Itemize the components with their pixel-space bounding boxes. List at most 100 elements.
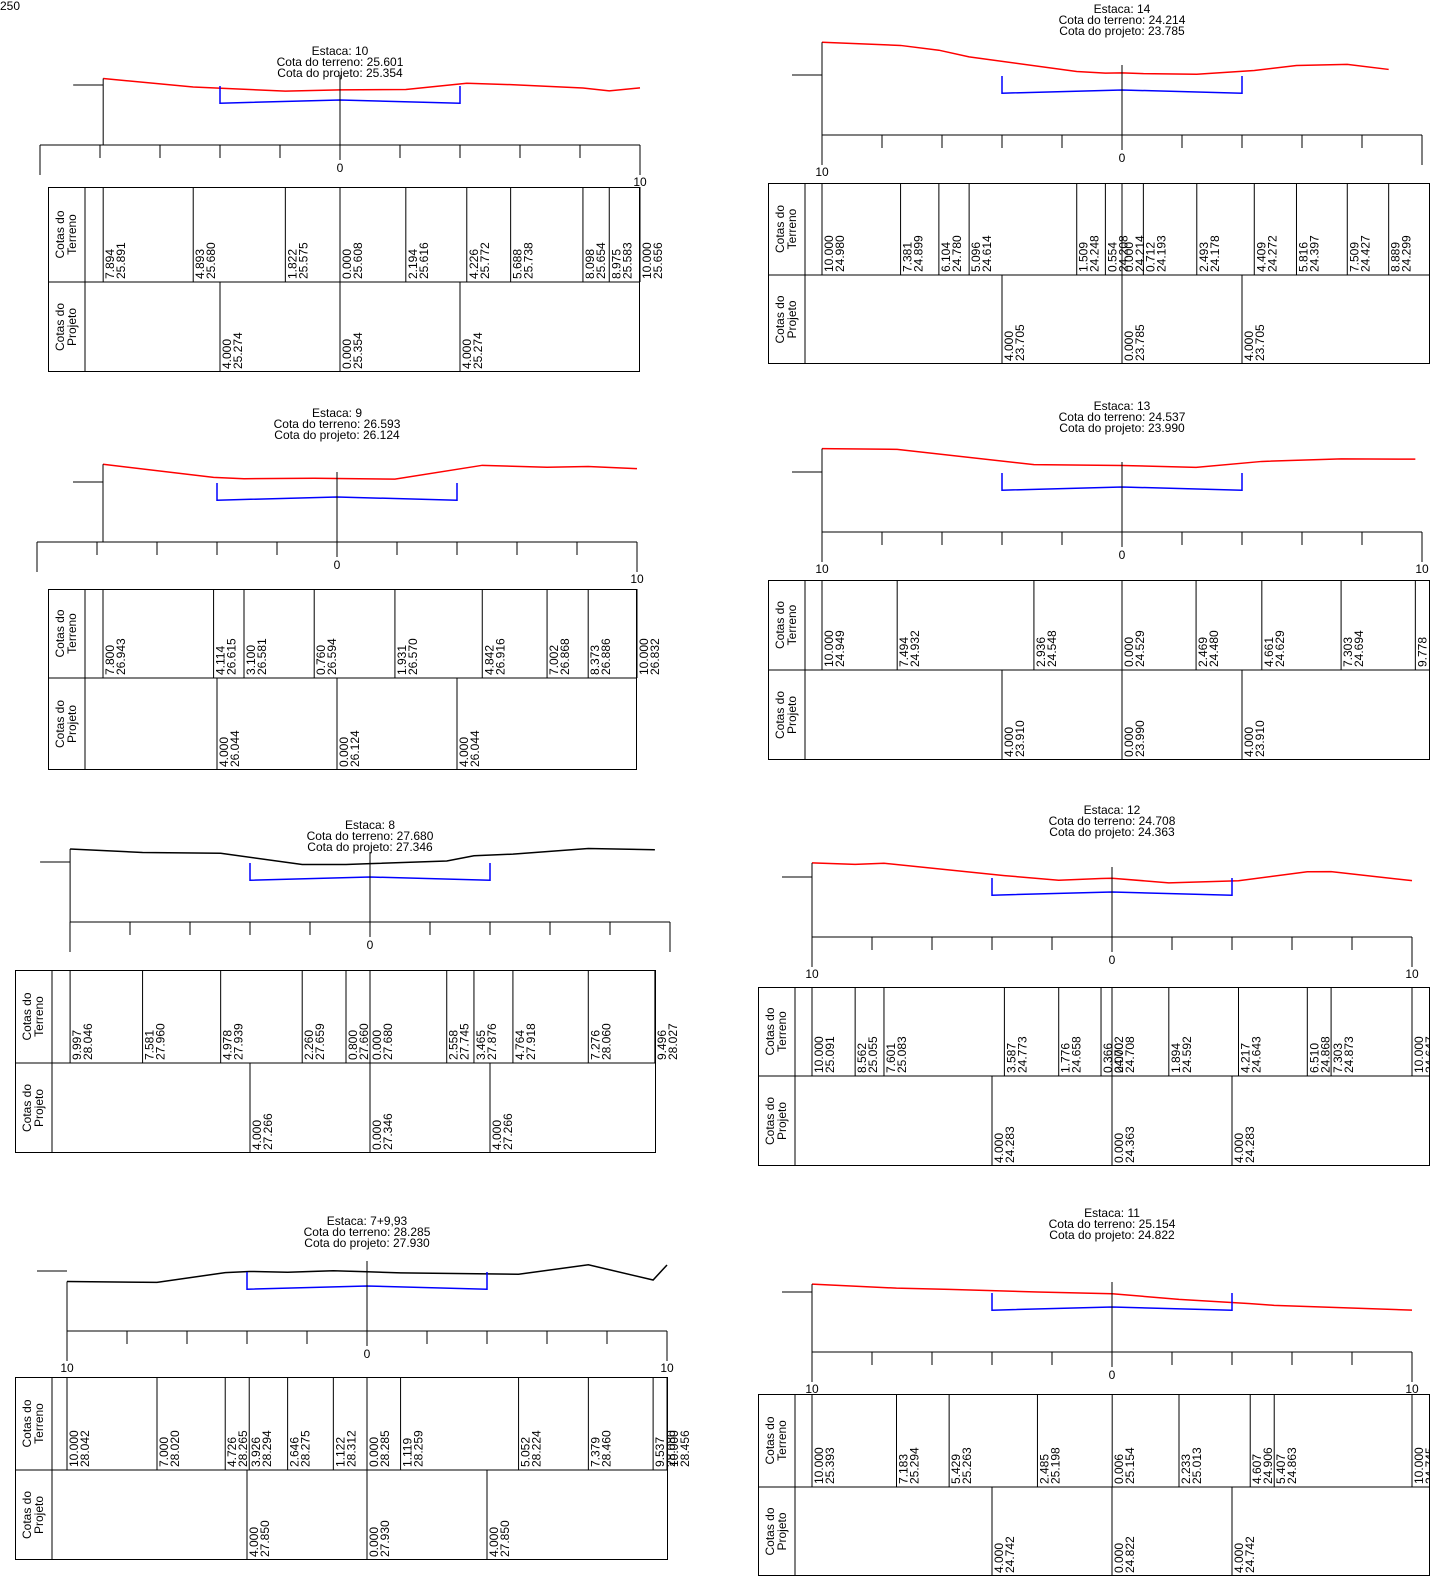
projeto-elevation: 27.850 [498,1520,512,1557]
terreno-offset: 5.816 [1296,242,1310,272]
terreno-elevation: 24.193 [1154,235,1168,272]
terreno-offset: 10.000 [637,638,651,675]
projeto-offset: 0.000 [1112,1543,1126,1573]
terreno-elevation: 27.745 [458,1023,472,1060]
terreno-offset: 8.975 [609,249,623,279]
section-title: Cota do projeto: 24.363 [1049,825,1175,839]
terreno-elevation: 25.263 [960,1447,974,1484]
projeto-elevation: 24.363 [1123,1126,1137,1163]
axis-edge-label: 10 [60,1361,74,1375]
terreno-elevation: 25.654 [594,242,608,279]
terreno-elevation: 28.259 [412,1430,426,1467]
projeto-offset: 0.000 [370,1120,384,1150]
projeto-elevation: 27.930 [378,1520,392,1557]
terreno-offset: 0.000 [1122,637,1136,667]
terreno-offset: 4.893 [193,249,207,279]
terreno-elevation: 27.680 [381,1023,395,1060]
projeto-offset: 4.000 [487,1527,501,1557]
section-title: Cota do terreno: 25.154 [1049,1217,1176,1231]
terreno-offset: 0.712 [1143,242,1157,272]
terreno-offset: 1.931 [395,645,409,675]
terreno-offset: 1.894 [1169,1043,1183,1073]
terreno-elevation: 26.594 [325,638,339,675]
terreno-offset: 0.006 [1112,1454,1126,1484]
projeto-offset: 4.000 [1002,727,1016,757]
row-label: Cotas do [763,1007,777,1055]
terreno-elevation: 27.659 [313,1023,327,1060]
axis-edge-label: 10 [660,1361,674,1375]
terreno-offset: 1.776 [1059,1043,1073,1073]
section-title: Cota do terreno: 25.601 [277,55,404,69]
table-frame [15,1377,668,1560]
section-title: Estaca: 13 [1094,399,1151,413]
terreno-offset: 7.276 [588,1030,602,1060]
terreno-offset: 4.607 [1250,1454,1264,1484]
row-label: Terreno [32,996,46,1037]
terrain-profile [66,1264,668,1284]
terrain-profile [103,77,641,92]
projeto-elevation: 25.274 [231,332,245,369]
table-frame [48,589,637,770]
row-label: Terreno [775,1420,789,1461]
terreno-offset: 1.822 [285,249,299,279]
row-label: Terreno [785,208,799,249]
projeto-elevation: 24.742 [1243,1536,1257,1573]
projeto-elevation: 23.785 [1133,324,1147,361]
terreno-offset: 10.000 [67,1430,81,1467]
table-frame [758,1394,1430,1576]
terreno-elevation: 24.702 [1112,1036,1126,1073]
terreno-elevation: 28.080 [664,1430,678,1467]
terreno-offset: 10.000 [667,1430,681,1467]
terreno-offset: 2.493 [1197,242,1211,272]
terreno-elevation: 24.427 [1358,235,1372,272]
axis-edge-label: 10 [815,165,829,179]
terreno-elevation: 28.042 [78,1430,92,1467]
row-label: Projeto [785,696,799,734]
terreno-elevation: 24.708 [1123,1036,1137,1073]
projeto-offset: 4.000 [217,737,231,767]
projeto-offset: 4.000 [992,1543,1006,1573]
row-label: Cotas do [763,1416,777,1464]
section-title: Estaca: 12 [1084,803,1141,817]
terreno-offset: 7.183 [897,1454,911,1484]
projeto-offset: 4.000 [1232,1543,1246,1573]
row-label: Projeto [785,300,799,338]
section-title: Cota do projeto: 25.354 [277,66,403,80]
section-title: Cota do projeto: 23.785 [1059,24,1185,38]
terreno-elevation: 27.876 [485,1023,499,1060]
terreno-elevation: 24.178 [1208,235,1222,272]
terreno-offset: 0.000 [1122,242,1136,272]
terreno-elevation: 24.773 [1015,1036,1029,1073]
projeto-offset: 0.000 [337,737,351,767]
projeto-elevation: 23.910 [1013,720,1027,757]
terreno-offset: 2.936 [1034,637,1048,667]
terreno-offset: 0.800 [346,1030,360,1060]
terreno-offset: 3.100 [244,645,258,675]
section-title: Cota do projeto: 27.930 [304,1236,430,1250]
terreno-elevation: 25.091 [823,1036,837,1073]
projeto-elevation: 25.354 [351,332,365,369]
terreno-elevation: 28.460 [599,1430,613,1467]
terreno-elevation: 24.932 [908,630,922,667]
projeto-elevation: 27.850 [258,1520,272,1557]
terreno-offset: 8.562 [855,1043,869,1073]
terreno-elevation: 28.456 [678,1430,692,1467]
projeto-offset: 4.000 [1232,1133,1246,1163]
row-label: Cotas do [20,1491,34,1539]
row-label: Cotas do [763,1507,777,1555]
projeto-elevation: 26.044 [468,730,482,767]
axis-center-label: 0 [1109,953,1116,967]
projeto-offset: 4.000 [220,339,234,369]
terreno-elevation: 28.285 [378,1430,392,1467]
terreno-elevation: 26.868 [558,638,572,675]
terreno-elevation: 24.397 [1307,235,1321,272]
terreno-offset: 9.537 [653,1437,667,1467]
projeto-elevation: 23.705 [1253,324,1267,361]
projeto-offset: 4.000 [1242,727,1256,757]
terreno-elevation: 25.393 [823,1447,837,1484]
terreno-offset: 7.303 [1331,1043,1345,1073]
projeto-elevation: 27.266 [261,1113,275,1150]
terreno-offset: 9.997 [70,1030,84,1060]
section-title: Cota do terreno: 28.285 [304,1225,431,1239]
